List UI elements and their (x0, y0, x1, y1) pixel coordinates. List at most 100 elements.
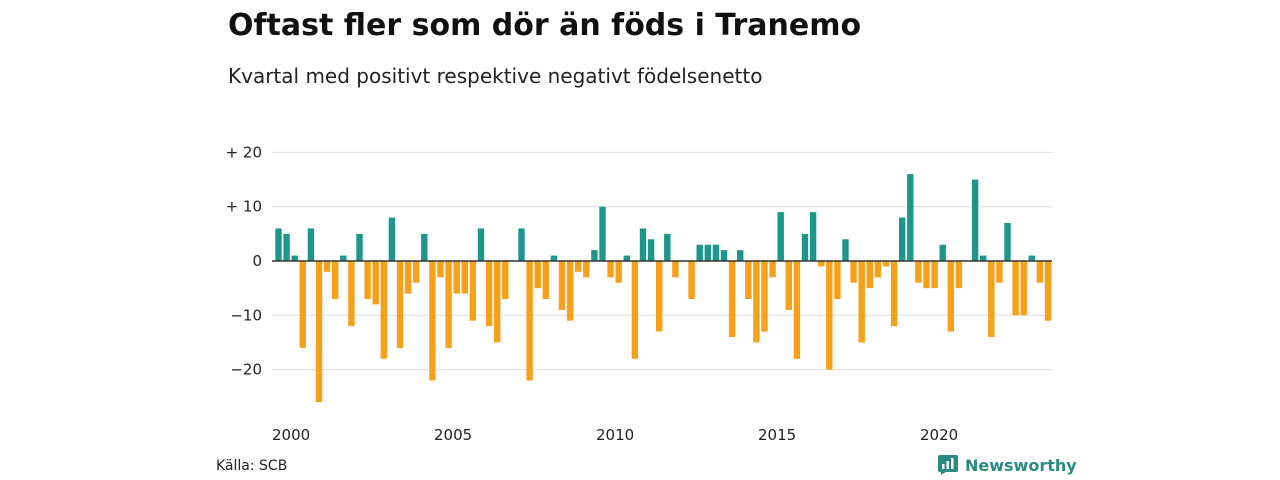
bar-positive (477, 228, 485, 261)
bar-negative (453, 261, 460, 294)
bar-positive (704, 244, 711, 261)
bar-negative (429, 261, 436, 381)
bar-positive (599, 206, 606, 261)
y-tick-label: −20 (230, 361, 262, 379)
bar-negative (947, 261, 954, 332)
bar-positive (356, 233, 363, 261)
x-tick-label: 2010 (596, 426, 634, 444)
bar-negative (607, 261, 614, 278)
bar-negative (380, 261, 387, 359)
bar-positive (550, 255, 558, 261)
bar-positive (307, 228, 315, 261)
bar-negative (364, 261, 371, 300)
brand-logo: Newsworthy (938, 455, 1077, 475)
bar-negative (348, 261, 355, 327)
bar-positive (939, 244, 946, 261)
bar-positive (388, 217, 396, 261)
bar-negative (656, 261, 663, 332)
bar-negative (866, 261, 873, 289)
bar-positive (647, 239, 655, 261)
bar-positive (777, 212, 784, 261)
newsworthy-icon (938, 455, 958, 475)
bar-negative (761, 261, 768, 332)
bar-negative (769, 261, 776, 278)
bar-negative (890, 261, 898, 327)
chart-title: Oftast fler som dör än föds i Tranemo (228, 8, 862, 43)
x-tick-label: 2005 (434, 426, 472, 444)
bar-negative (372, 261, 379, 305)
bar-chart: + 20 + 10 0 −10 −20 2000 2005 2010 2015 2020 (226, 143, 1052, 444)
y-tick-label: + 20 (226, 143, 262, 161)
y-tick-label: + 10 (226, 198, 262, 216)
bar-negative (631, 261, 639, 359)
bar-negative (502, 261, 509, 300)
bar-negative (437, 261, 444, 278)
bar-positive (340, 255, 347, 261)
bar-negative (526, 261, 533, 381)
bar-negative (404, 261, 412, 294)
bar-positive (696, 244, 703, 261)
bar-negative (931, 261, 938, 289)
bar-negative (494, 261, 501, 343)
bars (275, 174, 1052, 403)
bar-negative (445, 261, 452, 348)
bar-positive (737, 250, 744, 261)
bar-negative (850, 261, 857, 283)
bar-negative (1012, 261, 1019, 316)
bar-negative (874, 261, 882, 278)
source-note: Källa: SCB (216, 458, 288, 474)
bar-negative (688, 261, 695, 300)
bar-positive (1028, 255, 1035, 261)
bar-negative (469, 261, 477, 321)
bar-negative (996, 261, 1003, 283)
bar-positive (809, 212, 817, 261)
y-tick-label: 0 (252, 252, 262, 270)
x-tick-label: 2020 (920, 426, 958, 444)
bar-negative (575, 261, 582, 272)
bar-negative (542, 261, 549, 300)
bar-positive (664, 233, 671, 261)
bar-positive (283, 233, 290, 261)
bar-positive (275, 228, 282, 261)
bar-positive (720, 250, 728, 261)
bar-positive (291, 255, 298, 261)
brand-name: Newsworthy (965, 455, 1077, 475)
bar-positive (980, 255, 987, 261)
bar-positive (712, 244, 720, 261)
bar-negative (793, 261, 801, 359)
bar-negative (915, 261, 922, 283)
bar-positive (639, 228, 647, 261)
bar-negative (818, 261, 825, 267)
bar-negative (1020, 261, 1027, 316)
bar-negative (396, 261, 404, 348)
bar-negative (858, 261, 865, 343)
bar-positive (623, 255, 630, 261)
bar-negative (826, 261, 833, 370)
bar-negative (834, 261, 841, 300)
bar-negative (323, 261, 331, 272)
bar-positive (842, 239, 849, 261)
bar-positive (1004, 222, 1011, 261)
bar-negative (785, 261, 792, 310)
bar-negative (566, 261, 574, 321)
bar-negative (558, 261, 566, 310)
bar-negative (315, 261, 323, 403)
bar-negative (1044, 261, 1052, 321)
bar-negative (332, 261, 339, 300)
bar-negative (485, 261, 493, 327)
bar-negative (583, 261, 590, 278)
bar-negative (923, 261, 930, 289)
y-axis-ticks: + 20 + 10 0 −10 −20 (226, 143, 262, 378)
bar-negative (988, 261, 995, 338)
bar-negative (534, 261, 541, 289)
bar-negative (1036, 261, 1044, 283)
bar-negative (955, 261, 963, 289)
bar-negative (615, 261, 622, 283)
bar-positive (591, 250, 598, 261)
bar-negative (413, 261, 420, 283)
bar-positive (421, 233, 428, 261)
y-tick-label: −10 (230, 306, 262, 324)
bar-negative (753, 261, 760, 343)
bar-negative (672, 261, 679, 278)
bar-positive (899, 217, 906, 261)
